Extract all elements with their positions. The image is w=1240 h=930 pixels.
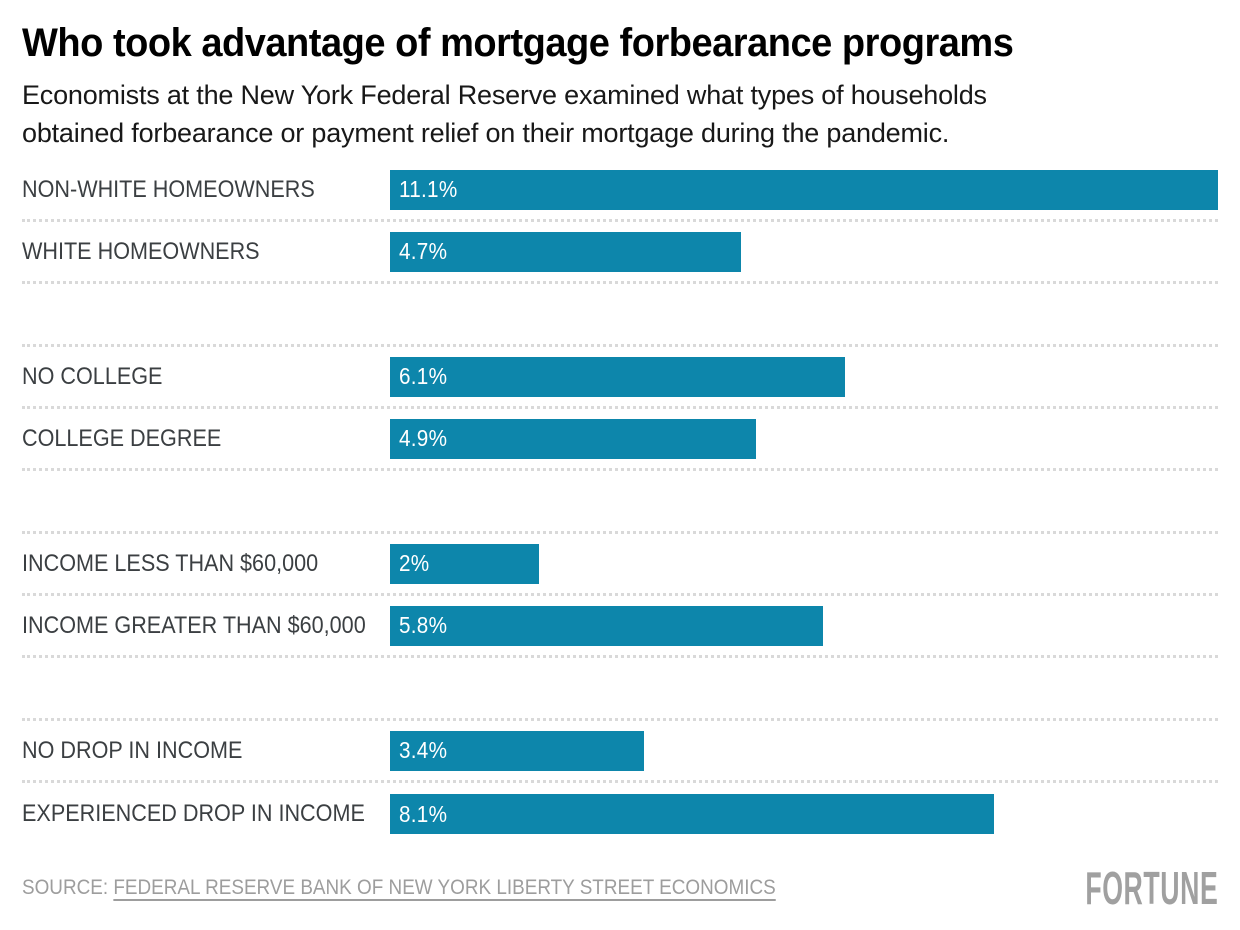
bar: 5.8% [390, 605, 823, 646]
bar: 3.4% [390, 730, 644, 771]
category-label: WHITE HOMEOWNERS [22, 237, 260, 265]
bar-track: 4.7% [390, 231, 1218, 272]
bar: 11.1% [390, 169, 1218, 210]
category-label: NO COLLEGE [22, 362, 163, 390]
bar-track: 3.4% [390, 730, 1218, 771]
chart-row: NO DROP IN INCOME 3.4% [22, 721, 1218, 783]
chart-group: NO COLLEGE 6.1% COLLEGE DEGREE 4.9% [22, 344, 1218, 471]
source-text: SOURCE: FEDERAL RESERVE BANK OF NEW YORK… [22, 876, 776, 900]
chart-row: NO COLLEGE 6.1% [22, 347, 1218, 409]
fortune-logo: FORTUNE [1084, 862, 1218, 914]
bar-value-label: 8.1% [399, 800, 448, 827]
chart-footer: SOURCE: FEDERAL RESERVE BANK OF NEW YORK… [22, 862, 1218, 914]
bar-track: 2% [390, 543, 1218, 584]
category-label: NO DROP IN INCOME [22, 736, 243, 764]
chart-group: NO DROP IN INCOME 3.4% EXPERIENCED DROP IN… [22, 718, 1218, 845]
chart-title: Who took advantage of mortgage forbearan… [22, 21, 1014, 65]
bar: 6.1% [390, 356, 846, 397]
chart-row: COLLEGE DEGREE 4.9% [22, 409, 1218, 471]
bar-value-label: 2% [399, 550, 430, 576]
bar: 2% [390, 543, 540, 584]
bar-value-label: 4.9% [399, 425, 448, 451]
bar-value-label: 3.4% [399, 737, 448, 763]
bar-track: 6.1% [390, 356, 1218, 397]
source-link[interactable]: FEDERAL RESERVE BANK OF NEW YORK LIBERTY… [113, 876, 776, 899]
bar-track: 8.1% [390, 794, 1218, 834]
bar: 8.1% [390, 794, 995, 834]
bar-value-label: 4.7% [399, 238, 448, 264]
chart-row: INCOME LESS THAN $60,000 2% [22, 534, 1218, 596]
chart-row: WHITE HOMEOWNERS 4.7% [22, 222, 1218, 284]
bar-chart: NON-WHITE HOMEOWNERS 11.1% WHITE HOMEOWNER… [22, 160, 1218, 845]
bar-value-label: 6.1% [399, 363, 448, 389]
chart-row: NON-WHITE HOMEOWNERS 11.1% [22, 160, 1218, 222]
chart-subtitle-line1: Economists at the New York Federal Reser… [22, 80, 987, 110]
category-label: COLLEGE DEGREE [22, 424, 222, 452]
chart-row: EXPERIENCED DROP IN INCOME 8.1% [22, 783, 1218, 845]
category-label: INCOME GREATER THAN $60,000 [22, 611, 366, 639]
chart-row: INCOME GREATER THAN $60,000 5.8% [22, 596, 1218, 658]
chart-header: Who took advantage of mortgage forbearan… [22, 22, 1218, 152]
bar: 4.7% [390, 231, 741, 272]
chart-group: NON-WHITE HOMEOWNERS 11.1% WHITE HOMEOWNER… [22, 160, 1218, 284]
bar: 4.9% [390, 418, 756, 459]
bar-value-label: 11.1% [399, 176, 458, 202]
bar-track: 11.1% [390, 169, 1218, 210]
category-label: INCOME LESS THAN $60,000 [22, 549, 319, 577]
chart-subtitle-line2: obtained forbearance or payment relief o… [22, 118, 950, 148]
category-label: EXPERIENCED DROP IN INCOME [22, 800, 365, 827]
chart-subtitle: Economists at the New York Federal Reser… [22, 76, 1218, 152]
category-label: NON-WHITE HOMEOWNERS [22, 175, 315, 203]
source-line: SOURCE: FEDERAL RESERVE BANK OF NEW YORK… [22, 876, 859, 900]
bar-value-label: 5.8% [399, 612, 448, 638]
source-prefix: SOURCE: [22, 876, 114, 899]
bar-track: 4.9% [390, 418, 1218, 459]
chart-group: INCOME LESS THAN $60,000 2% INCOME GREATER… [22, 531, 1218, 658]
bar-track: 5.8% [390, 605, 1218, 646]
